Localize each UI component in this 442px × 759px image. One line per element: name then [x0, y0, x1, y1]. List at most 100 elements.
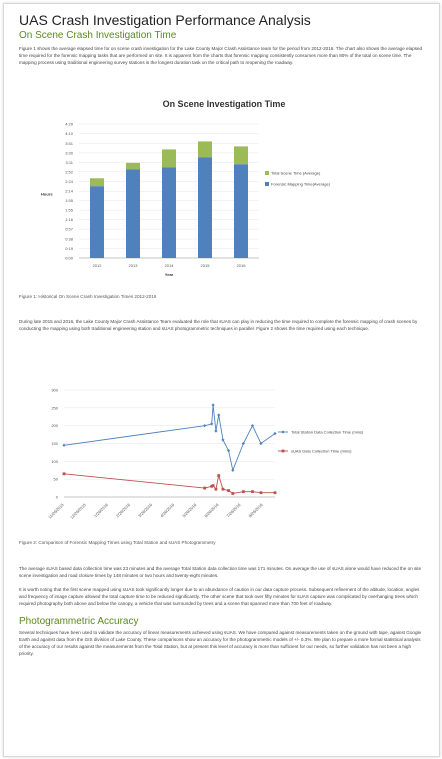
point-suas	[251, 490, 254, 494]
point-suas	[217, 474, 221, 477]
paragraph-5: Several techniques have been used to val…	[19, 630, 422, 656]
point-suas	[211, 484, 215, 487]
paragraph-2: During late 2015 and 2016, the Lake Coun…	[19, 319, 418, 331]
x-axis-label: Year	[165, 272, 174, 277]
bar-forensic-mapping-2012	[90, 186, 104, 258]
x-tick-label: 6/26/2016	[203, 502, 220, 519]
y-axis-label: Hours	[41, 192, 53, 197]
y-tick-label: 0	[56, 495, 59, 500]
x-tick-label: 2/26/2016	[115, 502, 132, 519]
point-suas	[203, 486, 207, 490]
bar-total-scene-2015	[198, 141, 212, 158]
bar-forensic-mapping-2016	[234, 164, 248, 258]
point-total-station	[214, 429, 218, 433]
figure-2: 0 50 100 150 200 250 300 11/26/2015 12/26/2015 1/…	[19, 380, 424, 535]
bar-total-scene-2013	[126, 162, 140, 170]
x-tick-label: 7/26/2016	[225, 502, 242, 519]
point-total-station	[210, 422, 214, 426]
y-tick-label: 50	[54, 477, 59, 482]
point-suas	[210, 484, 214, 488]
x-tick-label: 1/26/2016	[93, 502, 110, 519]
y-tick-label: 150	[51, 441, 58, 446]
point-suas	[214, 487, 218, 491]
x-tick-label: 11/26/2015	[47, 502, 65, 520]
point-suas	[62, 472, 66, 476]
legend-marker-total-station	[281, 430, 285, 434]
paragraph-1: Figure 1 shows the average elapsed time …	[19, 46, 423, 65]
line-chart-mapping-times: 0 50 100 150 200 250 300 11/26/2015 12/26/2015 1/…	[47, 388, 364, 520]
y-tick-label: 3:11	[66, 160, 74, 165]
section-heading-accuracy: Photogrammetric Accuracy	[19, 616, 139, 627]
x-tick-label: 2015	[201, 263, 211, 268]
figure-2-caption: Figure 2: Comparison of Forensic Mapping…	[19, 540, 216, 545]
paragraph-4: It is worth noting that the first scene …	[19, 587, 420, 606]
point-total-station	[62, 443, 66, 447]
y-tick-label: 0:19	[65, 246, 74, 251]
x-tick-label: 4/26/2016	[159, 502, 176, 519]
point-suas	[221, 487, 225, 491]
bar-total-scene-2016	[234, 146, 248, 165]
x-tick-label: 12/26/2015	[69, 502, 87, 520]
y-tick-label: 3:30	[65, 150, 74, 155]
y-tick-label: 1:16	[65, 217, 74, 222]
bar-chart-on-scene-time: On Scene Investigation Time 0:00 0:19 0:38 0…	[41, 99, 331, 277]
y-tick-label: 4:29	[65, 122, 74, 127]
y-tick-label: 250	[51, 405, 58, 410]
legend-label-forensic-mapping: Forensic Mapping Time(Average)	[271, 182, 331, 187]
point-total-station	[221, 438, 225, 442]
y-tick-label: 2:52	[65, 169, 74, 174]
y-tick-label: 200	[51, 423, 58, 428]
point-total-station	[211, 403, 215, 407]
point-total-station	[241, 441, 245, 446]
x-tick-label: 2012	[93, 263, 103, 268]
series-line-total-station	[63, 404, 276, 472]
legend-swatch-total-scene	[265, 171, 269, 175]
point-total-station	[217, 413, 221, 417]
document-page: UAS Crash Investigation Performance Anal…	[3, 3, 440, 757]
point-suas	[227, 489, 230, 492]
bar-forensic-mapping-2013	[126, 169, 140, 258]
figure-1-caption: Figure 1: Historical On Scene Crash Inve…	[19, 294, 157, 299]
section-heading-on-scene: On Scene Crash Investigation Time	[19, 30, 177, 41]
bar-forensic-mapping-2014	[162, 167, 176, 258]
legend-label-total-station: Total Station Data Collection Time (mins…	[291, 430, 364, 435]
x-tick-label: 5/26/2016	[181, 502, 198, 519]
document-content: UAS Crash Investigation Performance Anal…	[19, 12, 424, 657]
legend-swatch-forensic-mapping	[265, 182, 269, 186]
point-suas	[231, 492, 235, 495]
chart-title: On Scene Investigation Time	[163, 99, 286, 109]
bar-total-scene-2012	[90, 178, 104, 187]
y-tick-label: 100	[51, 459, 58, 464]
bar-total-scene-2014	[162, 149, 176, 168]
point-total-station	[231, 468, 235, 472]
point-total-station	[259, 441, 263, 446]
legend-marker-suas	[281, 449, 285, 453]
y-tick-label: 0:57	[65, 227, 74, 232]
point-suas	[259, 491, 263, 495]
point-suas	[241, 490, 245, 494]
y-tick-label: 2:14	[65, 189, 74, 194]
legend-label-total-scene: Total Scene Time (Average)	[271, 171, 321, 176]
page-title: UAS Crash Investigation Performance Anal…	[19, 12, 311, 28]
y-tick-label: 2:24	[65, 179, 74, 184]
y-tick-label: 1:55	[65, 208, 74, 213]
x-tick-label: 2016	[237, 263, 247, 268]
y-tick-label: 1:55	[65, 198, 74, 203]
x-tick-label: 2014	[165, 263, 175, 268]
x-tick-label: 2013	[129, 263, 139, 268]
point-total-station	[250, 424, 255, 428]
y-tick-label: 0:00	[65, 256, 74, 261]
x-tick-label: 3/26/2016	[137, 502, 154, 519]
y-tick-label: 4:10	[65, 131, 74, 136]
bar-forensic-mapping-2015	[198, 157, 212, 258]
paragraph-3: The average sUAS based data collection t…	[19, 566, 422, 578]
y-tick-label: 300	[51, 388, 58, 393]
legend-label-suas: sUAS Data Collection Time (mins)	[291, 449, 352, 454]
point-total-station	[226, 449, 231, 453]
y-tick-label: 3:51	[65, 141, 74, 146]
point-total-station	[203, 424, 207, 428]
figure-1: On Scene Investigation Time 0:00 0:19 0:38 0…	[19, 93, 424, 288]
y-tick-label: 0:38	[65, 237, 74, 242]
point-suas	[273, 491, 277, 495]
x-tick-label: 8/26/2016	[248, 502, 265, 519]
